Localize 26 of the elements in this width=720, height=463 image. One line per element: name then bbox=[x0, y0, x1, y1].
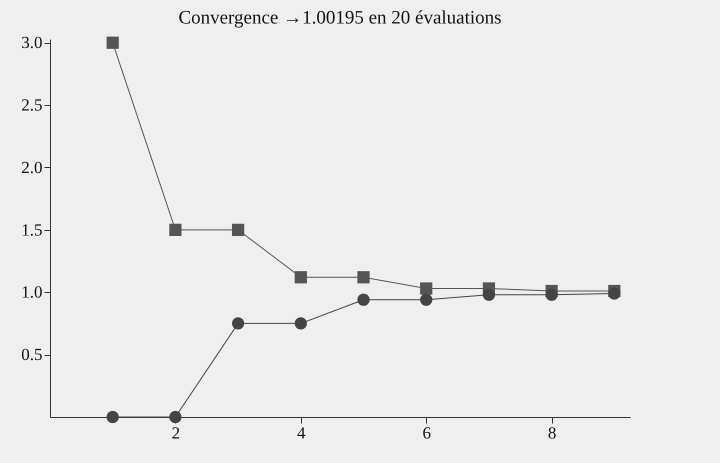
x-tick-label: 8 bbox=[548, 424, 556, 442]
point bbox=[357, 294, 370, 306]
y-tick-label: 2.5 bbox=[21, 96, 42, 115]
point bbox=[169, 224, 182, 236]
x-tick-label: 6 bbox=[422, 424, 431, 442]
y-tick-label: 1.0 bbox=[21, 282, 42, 302]
x-tick-label: 4 bbox=[297, 424, 306, 442]
x-tick-label: 2 bbox=[172, 424, 180, 442]
y-tick-label: 1.5 bbox=[21, 220, 42, 240]
y-tick-label: 0.5 bbox=[21, 345, 42, 364]
point bbox=[169, 410, 182, 424]
chart-title: Convergence →1.00195 en 20 évaluations bbox=[178, 8, 502, 29]
point bbox=[232, 317, 244, 330]
y-tick-label: 2.0 bbox=[21, 158, 42, 177]
point bbox=[420, 294, 432, 306]
point bbox=[106, 410, 119, 424]
point bbox=[482, 288, 496, 301]
point bbox=[608, 287, 620, 300]
point bbox=[420, 282, 432, 295]
point bbox=[106, 36, 119, 49]
point bbox=[294, 271, 307, 284]
point bbox=[232, 224, 244, 236]
point bbox=[357, 271, 370, 284]
y-tick-label: 3.0 bbox=[21, 33, 42, 52]
point bbox=[294, 317, 307, 330]
point bbox=[546, 288, 558, 301]
